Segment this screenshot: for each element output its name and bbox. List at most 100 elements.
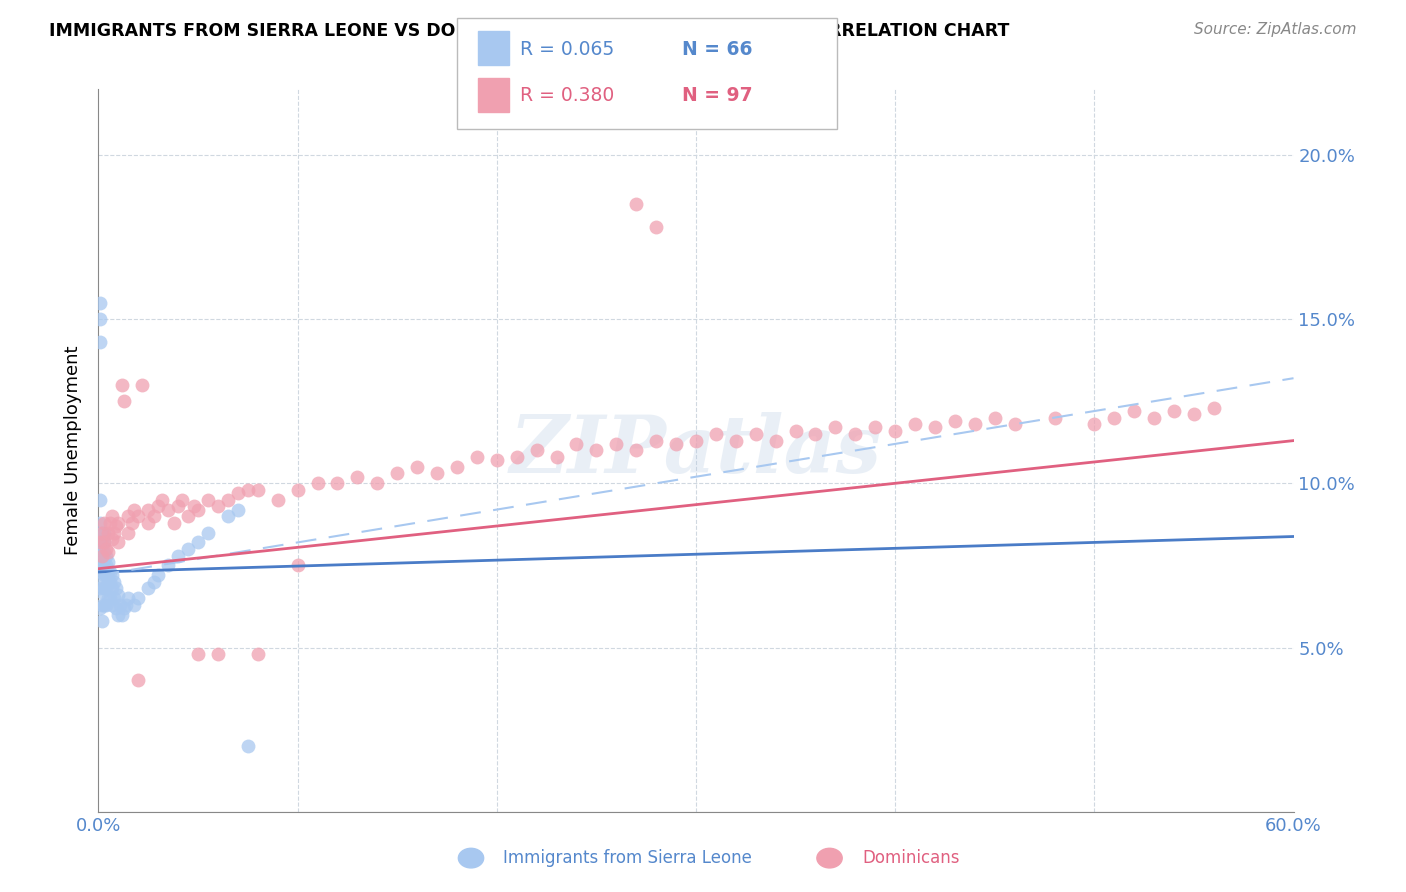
Point bbox=[96, 582, 118, 596]
Point bbox=[963, 417, 986, 432]
Point bbox=[97, 555, 120, 569]
Point bbox=[1143, 410, 1166, 425]
Point bbox=[157, 502, 180, 516]
Point bbox=[111, 377, 134, 392]
Point bbox=[1043, 410, 1066, 425]
Point bbox=[107, 535, 129, 549]
Point bbox=[112, 601, 135, 615]
Point bbox=[101, 509, 124, 524]
Point bbox=[804, 427, 827, 442]
Point bbox=[167, 549, 190, 563]
Point bbox=[226, 486, 249, 500]
Text: ZIPatlas: ZIPatlas bbox=[510, 412, 882, 489]
Point bbox=[246, 483, 269, 497]
Text: N = 97: N = 97 bbox=[682, 86, 752, 105]
Point bbox=[267, 492, 290, 507]
Point bbox=[665, 437, 688, 451]
Point bbox=[131, 377, 153, 392]
Point bbox=[93, 568, 115, 582]
Point bbox=[107, 588, 129, 602]
Point bbox=[93, 516, 115, 530]
Point bbox=[187, 535, 209, 549]
Point bbox=[150, 492, 173, 507]
Point bbox=[124, 598, 146, 612]
Point bbox=[91, 584, 114, 599]
Point bbox=[246, 647, 269, 661]
Point bbox=[167, 500, 190, 514]
Point bbox=[177, 509, 200, 524]
Point bbox=[89, 516, 111, 530]
Point bbox=[103, 591, 125, 606]
Point bbox=[326, 476, 349, 491]
Point bbox=[236, 739, 259, 753]
Point bbox=[93, 535, 115, 549]
Point bbox=[101, 598, 124, 612]
Point bbox=[506, 450, 529, 464]
Point bbox=[93, 582, 115, 596]
Point bbox=[93, 598, 115, 612]
Point bbox=[1104, 410, 1126, 425]
Point bbox=[98, 565, 122, 579]
Point bbox=[127, 591, 149, 606]
Point bbox=[112, 394, 135, 409]
Point bbox=[1163, 404, 1185, 418]
Point bbox=[136, 502, 159, 516]
Point bbox=[97, 525, 120, 540]
Point bbox=[89, 295, 111, 310]
Text: Dominicans: Dominicans bbox=[862, 849, 959, 867]
Point bbox=[98, 574, 122, 589]
Point bbox=[96, 549, 118, 563]
Point bbox=[207, 500, 229, 514]
Point bbox=[605, 437, 627, 451]
Point bbox=[98, 516, 122, 530]
Point bbox=[107, 516, 129, 530]
Point bbox=[385, 467, 409, 481]
Point bbox=[143, 574, 166, 589]
Point bbox=[307, 476, 329, 491]
Point bbox=[924, 420, 946, 434]
Point bbox=[346, 469, 368, 483]
Point bbox=[93, 535, 115, 549]
Point bbox=[89, 535, 111, 549]
Point bbox=[465, 450, 488, 464]
Point bbox=[91, 598, 114, 612]
Point bbox=[704, 427, 727, 442]
Point bbox=[97, 591, 120, 606]
Point bbox=[163, 516, 186, 530]
Point bbox=[101, 568, 124, 582]
Y-axis label: Female Unemployment: Female Unemployment bbox=[63, 346, 82, 555]
Point bbox=[89, 532, 111, 546]
Point bbox=[217, 492, 239, 507]
Text: N = 66: N = 66 bbox=[682, 39, 752, 59]
Point bbox=[187, 647, 209, 661]
Point bbox=[105, 601, 128, 615]
Point bbox=[97, 545, 120, 559]
Point bbox=[943, 414, 966, 428]
Point bbox=[207, 647, 229, 661]
Point bbox=[101, 582, 124, 596]
Text: IMMIGRANTS FROM SIERRA LEONE VS DOMINICAN FEMALE UNEMPLOYMENT CORRELATION CHART: IMMIGRANTS FROM SIERRA LEONE VS DOMINICA… bbox=[49, 22, 1010, 40]
Point bbox=[884, 424, 907, 438]
Point bbox=[485, 453, 508, 467]
Point bbox=[91, 614, 114, 628]
Point bbox=[1182, 407, 1205, 421]
Point bbox=[91, 535, 114, 549]
Point bbox=[111, 607, 134, 622]
Text: Source: ZipAtlas.com: Source: ZipAtlas.com bbox=[1194, 22, 1357, 37]
Point bbox=[127, 673, 149, 688]
Point bbox=[645, 434, 668, 448]
Point bbox=[89, 545, 111, 559]
Text: Immigrants from Sierra Leone: Immigrants from Sierra Leone bbox=[503, 849, 752, 867]
Point bbox=[172, 492, 194, 507]
Point bbox=[765, 434, 787, 448]
Point bbox=[685, 434, 707, 448]
Point bbox=[96, 558, 118, 573]
Point bbox=[1123, 404, 1146, 418]
Point bbox=[148, 568, 170, 582]
Point bbox=[197, 492, 219, 507]
Point bbox=[97, 565, 120, 579]
Point bbox=[157, 558, 180, 573]
Point bbox=[236, 483, 259, 497]
Point bbox=[117, 591, 139, 606]
Point bbox=[91, 545, 114, 559]
